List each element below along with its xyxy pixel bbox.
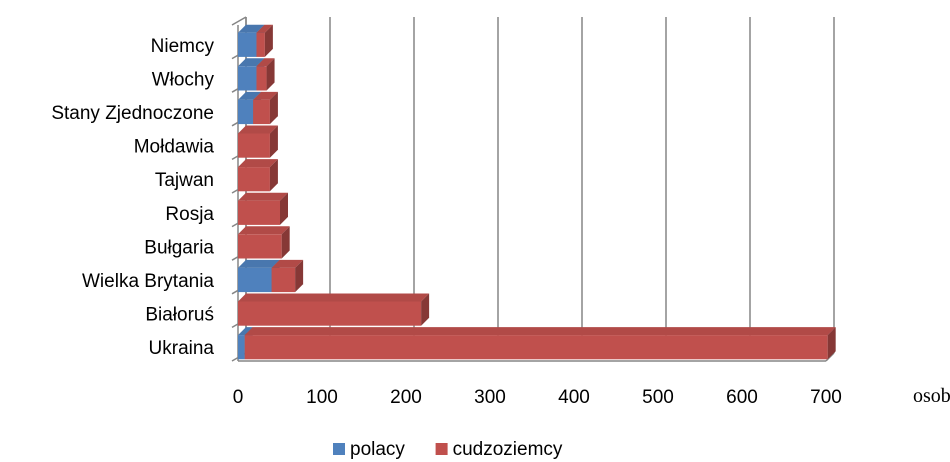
bar-side-face: [269, 125, 278, 158]
bar-top-face: [253, 91, 278, 100]
bar-cudzoziemcy: [256, 58, 275, 91]
category-label: Niemcy: [151, 36, 215, 57]
bar-top-face: [238, 226, 290, 235]
bar-front-face: [238, 234, 282, 259]
bar-top-face: [238, 259, 280, 268]
bar-top-face: [271, 259, 304, 268]
bar-cudzoziemcy: [271, 259, 304, 293]
bar-side-face: [295, 259, 304, 293]
bar-side-face: [269, 91, 278, 125]
gridlines: [245, 17, 835, 353]
category-label: Stany Zjednoczone: [51, 103, 214, 124]
x-axis-unit-label: osoby: [913, 385, 950, 407]
bars: [238, 24, 836, 360]
bar-cudzoziemcy: [238, 192, 288, 225]
bar-front-face: [238, 167, 270, 192]
category-label: Białoruś: [145, 305, 214, 326]
floor-edge-line: [825, 352, 835, 362]
bar-side-face: [266, 58, 275, 91]
bar-top-face: [244, 327, 836, 336]
bar-top-face: [256, 24, 273, 33]
category-label: Ukraina: [149, 338, 215, 359]
bar-side-face: [827, 327, 836, 360]
bar-top-face: [238, 192, 288, 201]
bar-side-face: [281, 226, 290, 259]
category-label: Bułgaria: [144, 237, 214, 258]
bar-cudzoziemcy: [253, 91, 278, 125]
category-tick: [231, 16, 247, 26]
bar-front-face: [238, 267, 272, 293]
category-label: Wielka Brytania: [82, 271, 214, 292]
bar-top-face: [238, 327, 253, 336]
bar-top-face: [238, 91, 262, 100]
bar-cudzoziemcy: [238, 293, 430, 326]
category-label: Włochy: [152, 69, 215, 90]
bar-front-face: [256, 66, 267, 91]
bar-front-face: [253, 99, 270, 125]
bar-front-face: [238, 301, 422, 326]
legend-label: cudzoziemcy: [453, 439, 563, 460]
x-tick-labels: 0 100 200 300 400 500 600 700: [233, 387, 842, 408]
bar-cudzoziemcy: [244, 327, 836, 360]
bar-front-face: [271, 267, 296, 293]
legend-item: cudzoziemcy: [435, 439, 563, 460]
legend-label: polacy: [350, 439, 405, 460]
legend: polacy cudzoziemcy: [333, 439, 563, 460]
bar-cudzoziemcy: [238, 159, 278, 192]
bar-side-face: [269, 159, 278, 192]
category-labels: Niemcy Włochy Stany Zjednoczone Mołdawia Taj…: [51, 36, 214, 359]
bar-front-face: [256, 32, 265, 57]
x-tick-label: 200: [390, 387, 422, 408]
legend-swatch: [333, 443, 345, 455]
bar-front-face: [238, 200, 280, 225]
bar-top-face: [238, 58, 265, 67]
x-tick-label: 0: [233, 387, 244, 408]
bar-side-face: [264, 24, 273, 57]
bar-top-face: [238, 125, 278, 134]
bar-front-face: [238, 133, 270, 158]
x-tick-label: 500: [642, 387, 674, 408]
bar-front-face: [238, 335, 245, 360]
bar-side-face: [421, 293, 430, 326]
x-tick-label: 300: [474, 387, 506, 408]
x-tick-label: 100: [306, 387, 338, 408]
bar-front-face: [238, 32, 257, 57]
bar-cudzoziemcy: [238, 226, 290, 259]
bar-cudzoziemcy: [238, 125, 278, 158]
legend-swatch: [435, 443, 448, 455]
bar-top-face: [256, 58, 275, 67]
bar-side-face: [280, 192, 288, 225]
bar-top-face: [238, 24, 265, 33]
category-label: Rosja: [165, 204, 214, 225]
bar-front-face: [238, 66, 257, 91]
bar-cudzoziemcy: [256, 24, 273, 57]
bar-top-face: [238, 159, 278, 168]
bar-front-face: [238, 99, 254, 125]
x-tick-label: 600: [726, 387, 758, 408]
legend-item: polacy: [333, 439, 405, 460]
x-tick-label: 700: [810, 387, 842, 408]
bar-top-face: [238, 293, 430, 302]
bar-front-face: [244, 335, 828, 360]
bar-polacy: [238, 259, 280, 293]
category-label: Tajwan: [155, 170, 214, 191]
x-tick-label: 400: [558, 387, 590, 408]
category-label: Mołdawia: [134, 137, 215, 158]
